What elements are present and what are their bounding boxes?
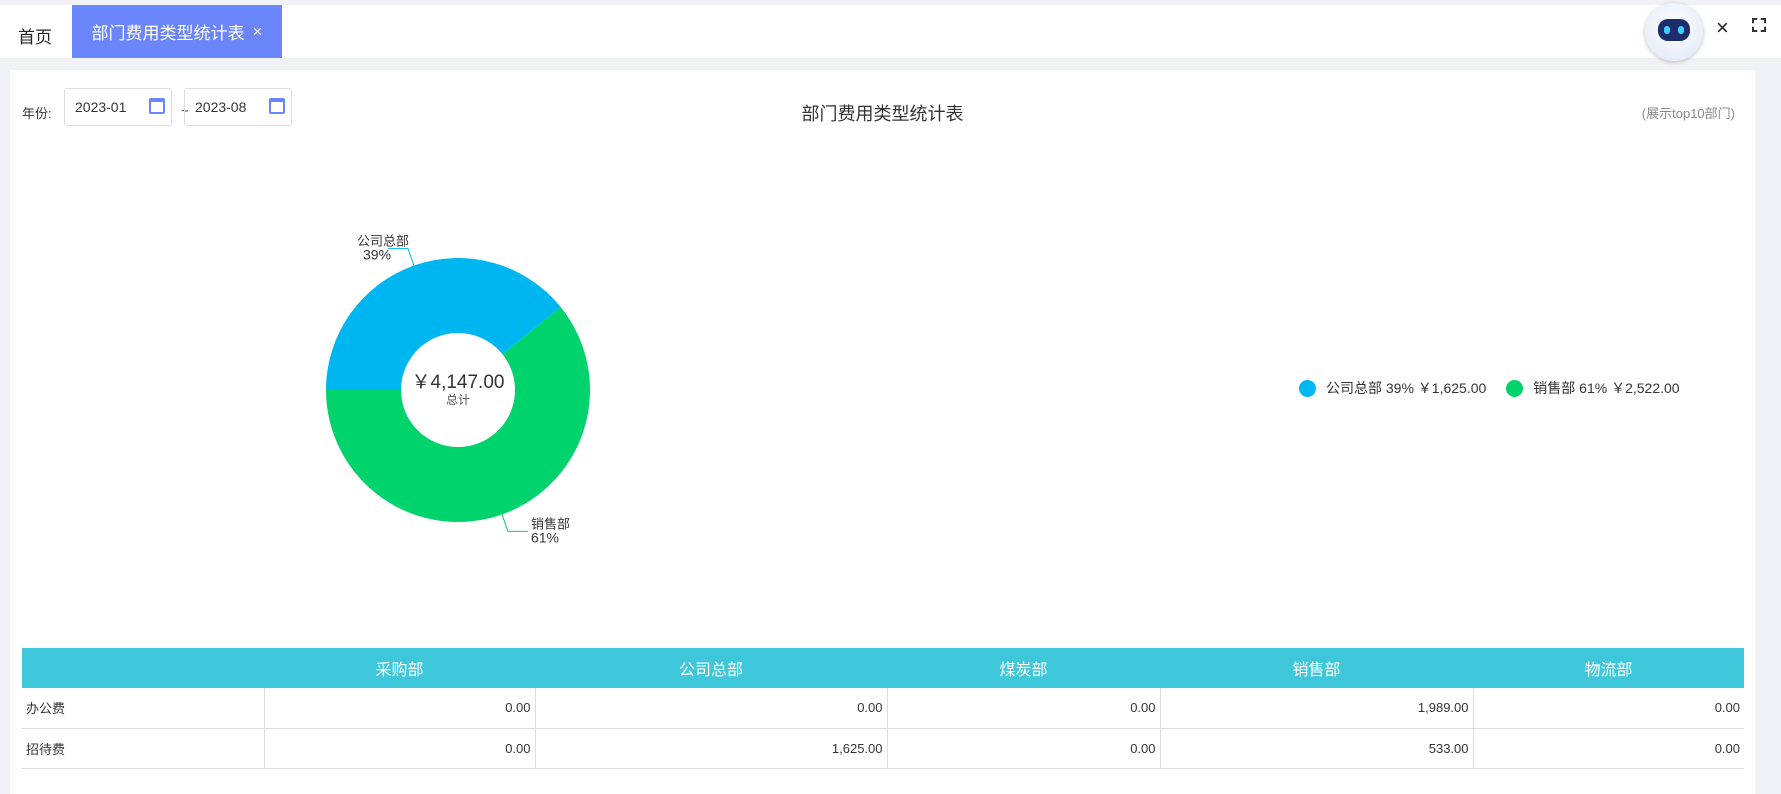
slice-label-name: 公司总部 [357, 234, 409, 249]
tab-label: 部门费用类型统计表 [91, 24, 245, 43]
slice-label-name: 销售部 [531, 516, 570, 531]
report-panel: 年份: 2023-01 ~ 2023-08 部门费用类型统计表 (展示top10… [10, 70, 1755, 794]
page-title: 部门费用类型统计表 [801, 104, 964, 124]
table-cell: 办公费 [22, 688, 265, 729]
label-leader-line [501, 514, 528, 532]
fullscreen-icon[interactable] [1752, 18, 1766, 32]
calendar-icon[interactable] [269, 98, 285, 114]
table-cell: 0.00 [1473, 688, 1744, 729]
assistant-robot-icon[interactable] [1645, 3, 1703, 61]
date-from-value: 2023-01 [75, 99, 127, 115]
date-to-input[interactable]: 2023-08 [184, 88, 292, 126]
column-header: 采购部 [264, 648, 535, 688]
legend-item[interactable]: 公司总部 39% ￥1,625.00 [1299, 378, 1486, 398]
top10-note: (展示top10部门) [1641, 106, 1735, 121]
legend: 公司总部 39% ￥1,625.00 销售部 61% ￥2,522.00 [1299, 378, 1680, 398]
column-header: 销售部 [1160, 648, 1473, 688]
legend-label: 公司总部 39% ￥1,625.00 [1326, 380, 1487, 396]
tab-bar: 首页 部门费用类型统计表 × [0, 5, 1781, 58]
donut-slice[interactable] [326, 307, 590, 522]
date-to-value: 2023-08 [195, 99, 247, 115]
table-cell: 1,625.00 [535, 728, 888, 769]
slice-label-percent: 39% [363, 247, 391, 263]
expense-table: 采购部 公司总部 煤炭部 销售部 物流部 办公费 0.00 0.00 0.00 1,98… [22, 648, 1744, 769]
year-label: 年份: [22, 106, 52, 121]
table-cell: 0.00 [264, 688, 536, 729]
table-row: 办公费 0.00 0.00 0.00 1,989.00 0.00 [22, 688, 1744, 729]
close-tab-icon[interactable]: × [252, 21, 263, 41]
legend-dot [1299, 379, 1316, 397]
label-leader-line [388, 248, 415, 266]
table-cell: 0.00 [535, 688, 888, 729]
table-cell: 招待费 [22, 728, 265, 769]
center-label: 总计 [446, 393, 470, 407]
column-header [22, 648, 264, 688]
table-cell: 533.00 [1160, 728, 1474, 769]
table-cell: 0.00 [887, 728, 1161, 769]
calendar-icon[interactable] [149, 98, 165, 114]
table-cell: 0.00 [1473, 728, 1744, 769]
legend-item[interactable]: 销售部 61% ￥2,522.00 [1506, 378, 1680, 398]
center-value: ￥4,147.00 [412, 372, 505, 393]
table-row: 招待费 0.00 1,625.00 0.00 533.00 0.00 [22, 728, 1744, 769]
column-header: 物流部 [1473, 648, 1744, 688]
legend-label: 销售部 61% ￥2,522.00 [1533, 380, 1680, 396]
table-cell: 0.00 [264, 728, 536, 769]
tab-home[interactable]: 首页 [18, 28, 52, 47]
date-from-input[interactable]: 2023-01 [64, 88, 172, 126]
table-cell: 0.00 [887, 688, 1161, 729]
slice-label-percent: 61% [531, 529, 559, 545]
column-header: 公司总部 [535, 648, 887, 688]
column-header: 煤炭部 [887, 648, 1160, 688]
donut-slice[interactable] [326, 257, 561, 390]
legend-dot [1506, 379, 1524, 397]
table-cell: 1,989.00 [1160, 688, 1474, 729]
tab-dept-expense[interactable]: 部门费用类型统计表 × [72, 5, 282, 58]
close-icon[interactable]: × [1716, 15, 1729, 40]
